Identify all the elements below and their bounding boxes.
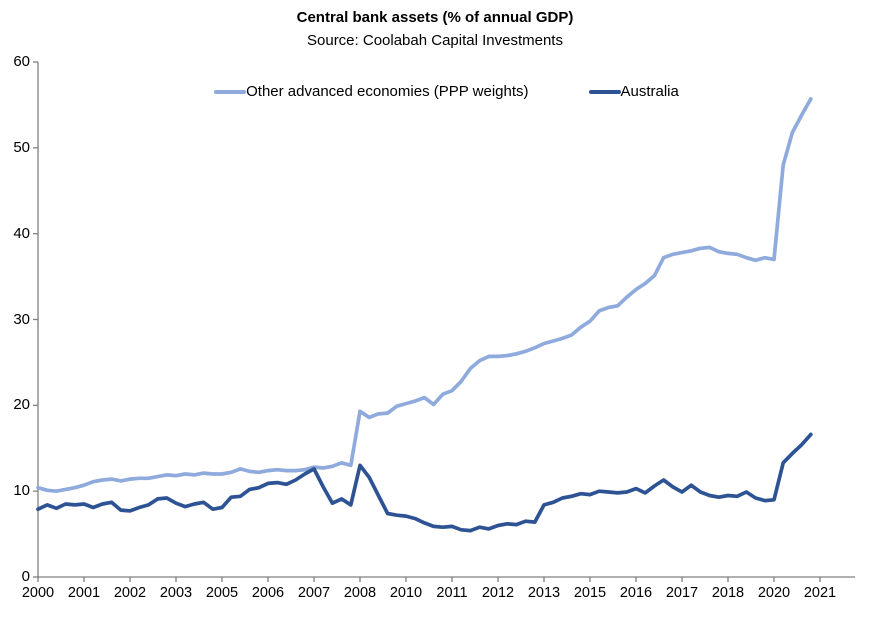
x-tick-label: 2020 [757, 585, 791, 601]
x-tick-label: 2010 [389, 585, 423, 601]
legend-line-swatch-other-advanced [214, 89, 247, 94]
chart-title: Central bank assets (% of annual GDP) [296, 9, 574, 26]
legend-item-australia: Australia [588, 83, 679, 100]
chart-subtitle: Source: Coolabah Capital Investments [307, 32, 563, 49]
y-tick-label: 60 [13, 53, 30, 70]
y-tick-label: 10 [13, 482, 30, 500]
x-tick-label: 2011 [436, 585, 468, 601]
legend: Other advanced economies (PPP weights) A… [38, 83, 855, 100]
y-tick-label: 20 [13, 396, 30, 414]
x-tick-label: 2003 [159, 585, 193, 601]
legend-item-other-advanced-economies: Other advanced economies (PPP weights) [214, 83, 529, 100]
x-tick-label: 2006 [251, 585, 285, 601]
series-line-other-advanced-economies [36, 97, 813, 494]
x-tick-label: 2018 [711, 585, 745, 601]
chart-plot-area [33, 61, 855, 582]
x-tick-label: 2002 [113, 585, 147, 601]
x-tick-label: 2005 [205, 585, 239, 601]
x-tick-label: 2012 [481, 585, 515, 601]
legend-line-swatch-australia [588, 89, 621, 94]
x-tick-label: 2001 [67, 585, 101, 601]
x-tick-label: 2015 [573, 585, 607, 601]
x-tick-label: 2017 [665, 585, 699, 601]
x-tick-label: 2021 [803, 585, 837, 601]
y-tick-label: 0 [21, 568, 30, 585]
x-tick-label: 2000 [21, 585, 55, 601]
legend-label-australia: Australia [620, 83, 679, 100]
x-tick-label: 2007 [297, 585, 331, 601]
y-tick-label: 30 [13, 310, 30, 328]
y-tick-label: 50 [13, 138, 30, 156]
x-tick-label: 2016 [619, 585, 653, 601]
y-tick-label: 40 [13, 224, 30, 242]
series-line-australia [36, 432, 813, 533]
x-tick-label: 2013 [527, 585, 561, 601]
legend-label-other-advanced: Other advanced economies (PPP weights) [246, 83, 529, 100]
x-tick-label: 2008 [343, 585, 377, 601]
